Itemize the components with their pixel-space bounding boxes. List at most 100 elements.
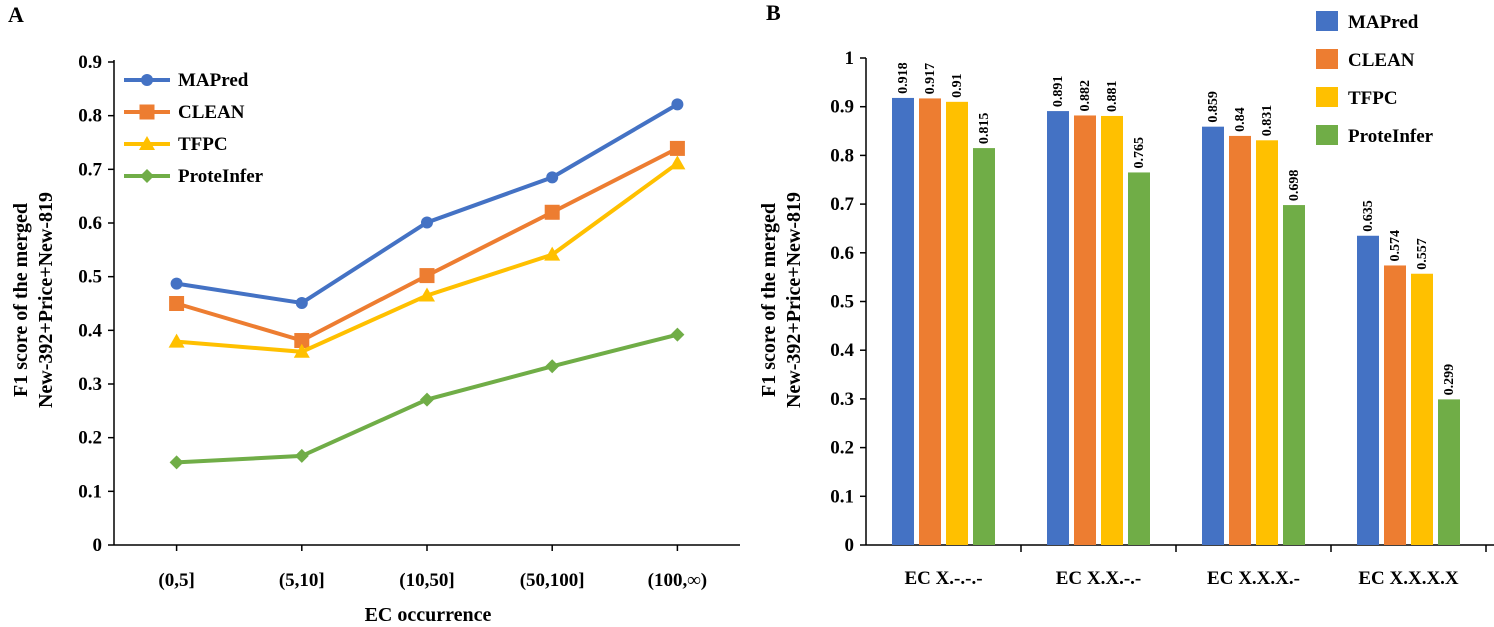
data-point-proteinfer: [670, 327, 685, 342]
data-label: 0.815: [977, 113, 992, 145]
data-point-tfpc: [293, 343, 310, 358]
data-label: 0.917: [923, 63, 938, 95]
bar-clean: [1074, 115, 1096, 545]
data-point-tfpc: [669, 155, 686, 170]
data-label: 0.574: [1388, 230, 1403, 262]
series-clean: [169, 140, 685, 349]
data-label: 0.881: [1105, 80, 1120, 112]
y-tick-label: 0.2: [78, 428, 102, 449]
y-tick-label: 0.8: [78, 106, 102, 127]
y-tick-label: 0.9: [78, 52, 102, 73]
legend-item-tfpc: TFPC: [124, 134, 228, 155]
y-tick-label: 0.8: [830, 145, 854, 166]
series-mapred: 0.918 0.891 0.859 0.635: [892, 62, 1379, 546]
y-tick-label: 0.5: [830, 292, 854, 313]
y-axis-title-line2: New-392+Price+New-819: [35, 192, 57, 408]
data-point-clean: [544, 204, 560, 220]
series-tfpc: 0.91 0.881 0.831 0.557: [946, 73, 1433, 546]
legend-swatch-clean: [1316, 49, 1338, 69]
y-axis-title-line2: New-392+Price+New-819: [783, 192, 805, 408]
legend-swatch-tfpc: [1316, 87, 1338, 107]
y-axis-title-line1: F1 score of the merged: [758, 203, 780, 397]
series-line-tfpc: [176, 161, 679, 354]
y-tick-label: 0.3: [830, 389, 854, 410]
line-chart-panel-a: A 0 0.1 0.2 0.3 0.4 0.5 0.6 0.7 0.8 0.9 (0,5] (5,1…: [8, 2, 740, 626]
data-point-mapred: [421, 216, 433, 229]
bar-proteinfer: [1438, 399, 1460, 545]
data-point-mapred: [546, 171, 559, 184]
legend-label: TFPC: [178, 134, 228, 155]
bar-proteinfer: [1283, 205, 1305, 545]
data-point-clean: [419, 268, 435, 284]
legend-item-mapred: MAPred: [1316, 11, 1419, 33]
data-label: 0.698: [1287, 170, 1302, 202]
x-tick-label: (5,10]: [279, 570, 325, 591]
data-label: 0.918: [896, 62, 911, 94]
x-tick-label: (50,100]: [520, 570, 585, 591]
bar-proteinfer: [973, 148, 995, 545]
panel-label-b: B: [766, 0, 781, 25]
y-tick-label: 0.4: [78, 320, 102, 341]
y-tick-label: 0.1: [78, 481, 102, 502]
legend-swatch-proteinfer: [1316, 125, 1338, 145]
series-clean: 0.917 0.882 0.84 0.574: [919, 63, 1406, 546]
x-tick-label: (100,∞): [648, 570, 707, 591]
data-label: 0.891: [1051, 76, 1066, 108]
data-label: 0.635: [1361, 200, 1376, 232]
data-point-tfpc: [544, 246, 561, 261]
legend-swatch-mapred: [1316, 11, 1338, 31]
y-tick-label: 0.1: [830, 486, 854, 507]
y-tick-label: 1: [845, 48, 855, 69]
data-label: 0.859: [1206, 91, 1221, 123]
data-point-proteinfer: [420, 392, 434, 407]
legend-item-tfpc: TFPC: [1316, 87, 1398, 109]
bar-tfpc: [1411, 273, 1433, 545]
data-point-mapred: [671, 98, 684, 111]
data-point-clean: [294, 333, 310, 349]
y-tick-label: 0: [845, 535, 855, 556]
bar-mapred: [892, 97, 914, 546]
data-label: 0.557: [1415, 238, 1430, 270]
y-tick-label: 0.9: [830, 97, 854, 118]
data-point-clean: [669, 140, 685, 156]
legend-marker-tfpc: [139, 136, 155, 150]
y-tick-label: 0.2: [830, 438, 854, 459]
data-label: 0.765: [1132, 137, 1147, 169]
x-axis-title: EC occurrence: [365, 604, 492, 626]
y-axis-title-line1: F1 score of the merged: [10, 203, 32, 397]
data-label: 0.299: [1442, 364, 1457, 396]
bar-tfpc: [1101, 115, 1123, 545]
bar-clean: [1229, 135, 1251, 546]
legend-item-clean: CLEAN: [124, 102, 245, 123]
x-tick-label: EC X.X.X.X: [1358, 568, 1459, 589]
series-tfpc: [168, 155, 686, 358]
y-tick-label: 0.7: [830, 194, 854, 215]
data-point-mapred: [295, 296, 308, 309]
x-tick-label: EC X.X.-.-: [1056, 568, 1142, 589]
data-point-proteinfer: [294, 448, 309, 463]
data-label: 0.831: [1260, 105, 1275, 137]
legend-label: CLEAN: [1348, 50, 1415, 71]
series-mapred: [170, 98, 684, 309]
data-label: 0.84: [1233, 107, 1248, 132]
legend-item-clean: CLEAN: [1316, 49, 1415, 71]
bar-proteinfer: [1128, 172, 1150, 545]
data-point-clean: [169, 296, 185, 311]
y-tick-label: 0.6: [78, 213, 102, 234]
legend-item-mapred: MAPred: [124, 70, 249, 91]
legend-label: MAPred: [1348, 12, 1419, 33]
legend-marker-clean: [139, 104, 155, 120]
data-label: 0.882: [1078, 80, 1093, 112]
bar-mapred: [1357, 235, 1379, 545]
y-tick-label: 0.3: [78, 374, 102, 395]
y-tick-label: 0.6: [830, 243, 854, 264]
legend-item-proteinfer: ProteInfer: [1316, 125, 1434, 147]
bar-chart-panel-b: B 00.10.20.30.40.50.60.70.80.91 EC X.-.-…: [758, 0, 1494, 589]
data-point-proteinfer: [545, 359, 560, 374]
legend-marker-mapred: [141, 74, 153, 86]
y-tick-label: 0.5: [78, 267, 102, 288]
y-tick-label: 0.4: [830, 340, 854, 361]
data-point-tfpc: [419, 287, 435, 302]
legend-item-proteinfer: ProteInfer: [124, 166, 264, 187]
series-proteinfer: 0.815 0.765 0.698 0.299: [973, 113, 1460, 545]
